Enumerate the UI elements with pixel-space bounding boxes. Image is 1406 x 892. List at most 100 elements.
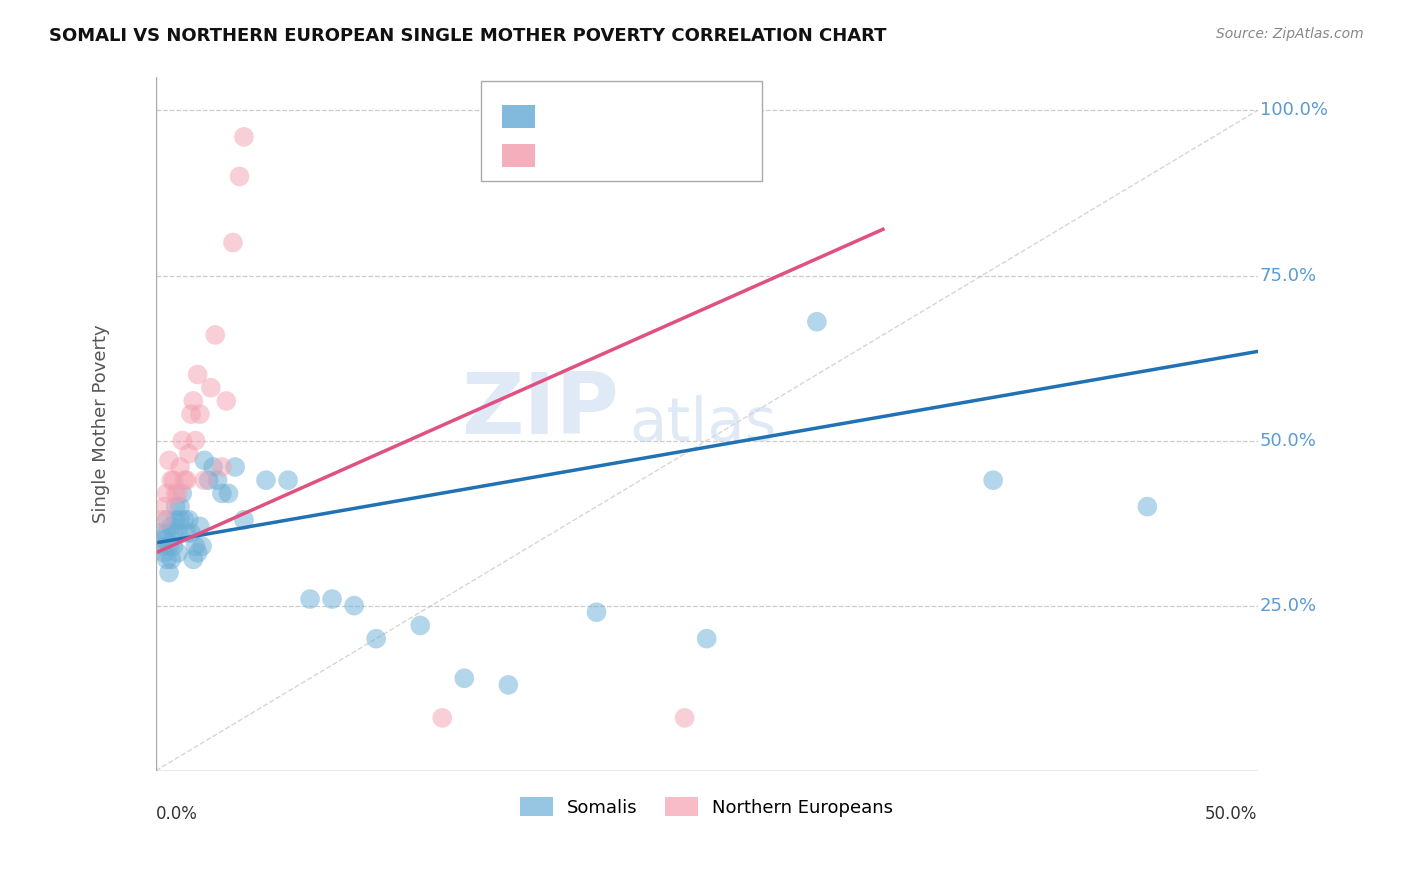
Point [453,671,475,685]
Point [204,327,226,342]
Text: 50.0%: 50.0% [1260,432,1316,450]
Point [254,473,277,487]
Point [152,513,174,527]
Point [157,453,180,467]
Point [176,473,198,487]
Point [981,473,1004,487]
Point [169,500,191,514]
Point [193,453,215,467]
Text: 75.0%: 75.0% [1260,267,1317,285]
Point [166,526,188,541]
Legend: Somalis, Northern Europeans: Somalis, Northern Europeans [513,790,900,824]
Point [177,447,200,461]
Point [696,632,718,646]
Point [157,539,180,553]
Point [157,566,180,580]
Point [180,407,202,421]
Point [153,533,176,547]
Point [156,552,179,566]
Point [409,618,432,632]
Point [193,473,215,487]
Point [366,632,388,646]
Point [184,434,207,448]
Text: 0.453: 0.453 [581,145,633,162]
Point [172,434,194,448]
Point [156,486,179,500]
Point [165,500,187,514]
Point [165,513,187,527]
Point [180,526,202,541]
Point [188,407,211,421]
Point [176,526,198,541]
Point [200,381,222,395]
Point [153,500,176,514]
Text: 51: 51 [679,105,702,123]
Point [177,513,200,527]
FancyBboxPatch shape [481,81,762,181]
Point [181,394,204,409]
Point [299,592,322,607]
Text: atlas: atlas [630,394,778,453]
FancyBboxPatch shape [502,105,534,128]
Point [165,486,187,500]
Point [218,486,240,500]
Text: SOMALI VS NORTHERN EUROPEAN SINGLE MOTHER POVERTY CORRELATION CHART: SOMALI VS NORTHERN EUROPEAN SINGLE MOTHE… [49,27,887,45]
Point [149,526,172,541]
Point [277,473,299,487]
Text: N =: N = [644,145,681,162]
Point [181,552,204,566]
Text: 0.0%: 0.0% [156,805,198,823]
Text: Single Mother Poverty: Single Mother Poverty [91,325,110,524]
Point [187,546,209,560]
Point [197,473,219,487]
Point [162,539,184,553]
Point [173,513,195,527]
Point [173,473,195,487]
Point [207,473,229,487]
Point [160,519,183,533]
Point [172,486,194,500]
Point [211,460,233,475]
Point [153,546,176,560]
Point [166,546,188,560]
Text: N =: N = [644,105,681,123]
Point [432,711,454,725]
Point [152,539,174,553]
Point [160,552,183,566]
Point [224,460,246,475]
Point [160,473,183,487]
Text: Source: ZipAtlas.com: Source: ZipAtlas.com [1216,27,1364,41]
Point [156,513,179,527]
Point [343,599,366,613]
Point [228,169,250,184]
Point [202,460,225,475]
Point [215,394,238,409]
Point [498,678,520,692]
Point [211,486,233,500]
Point [187,368,209,382]
Text: 50.0%: 50.0% [1205,805,1257,823]
Point [162,473,184,487]
Point [1136,500,1159,514]
Point [191,539,214,553]
FancyBboxPatch shape [502,145,534,167]
Point [806,315,828,329]
Point [233,129,256,144]
Point [585,605,607,619]
Point [184,539,207,553]
Text: ZIP: ZIP [461,368,619,451]
Point [169,513,191,527]
Point [162,526,184,541]
Point [156,526,179,541]
Text: 0.415: 0.415 [581,105,633,123]
Text: R =: R = [544,145,581,162]
Point [233,513,256,527]
Text: 25.0%: 25.0% [1260,597,1317,615]
Text: 100.0%: 100.0% [1260,102,1327,120]
Point [673,711,696,725]
Text: R =: R = [544,105,581,123]
Point [166,486,188,500]
Point [169,460,191,475]
Text: 28: 28 [679,145,702,162]
Point [222,235,245,250]
